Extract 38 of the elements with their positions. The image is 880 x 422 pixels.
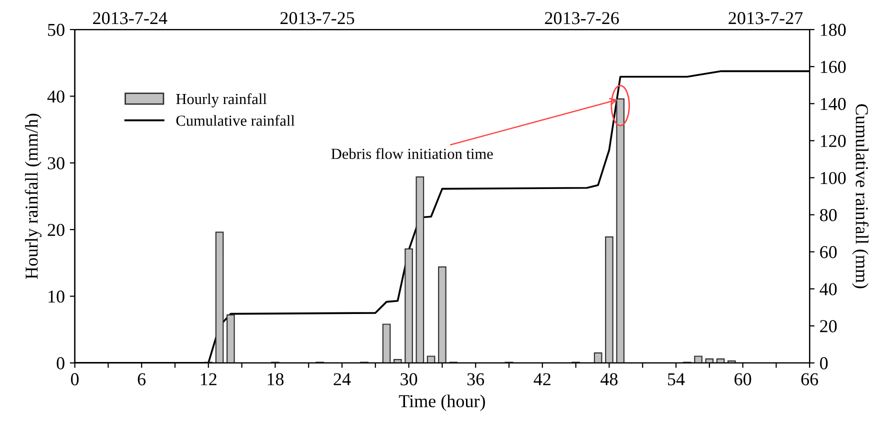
y2-tick-label: 120 — [820, 134, 846, 148]
y2-tick-label: 140 — [820, 98, 846, 110]
y-tick-label: 30 — [48, 157, 64, 170]
y-axis-title: Hourly rainfall (mm/h) — [24, 114, 42, 279]
y2-tick-label: 100 — [820, 172, 846, 184]
y2-tick-label: 180 — [820, 24, 846, 36]
x-tick-label: 18 — [268, 373, 284, 386]
x-tick-label: 0 — [70, 373, 79, 386]
annotation: Debris flow initiation time — [331, 148, 493, 160]
text: 2013-7-27 — [728, 12, 803, 24]
y2-tick-label: 20 — [820, 320, 837, 332]
text: 2013-7-24 — [93, 12, 168, 24]
x-tick-label: 60 — [734, 373, 752, 386]
y-tick-label: 50 — [48, 24, 64, 36]
text: 2013-7-25 — [280, 12, 354, 24]
legend-label: Cumulative rainfall — [176, 114, 295, 126]
y-tick-label: 0 — [56, 357, 64, 370]
x-tick-label: 12 — [200, 373, 216, 386]
legend-label: Hourly rainfall — [176, 93, 267, 108]
x-axis-title: Time (hour) — [398, 394, 485, 411]
x-tick-label: 42 — [534, 373, 550, 386]
y2-tick-label: 80 — [820, 209, 837, 222]
y-tick-label: 20 — [48, 224, 64, 236]
x-tick-label: 66 — [801, 373, 818, 386]
x-tick-label: 54 — [668, 373, 685, 386]
x-tick-label: 30 — [400, 373, 418, 386]
text: 2013-7-26 — [544, 12, 619, 24]
y2-tick-label: 160 — [820, 60, 846, 74]
y2-tick-label: 40 — [820, 283, 837, 296]
y2-tick-label: 60 — [820, 246, 837, 258]
x-tick-label: 36 — [467, 373, 484, 386]
x-tick-label: 24 — [334, 373, 351, 386]
y-tick-label: 10 — [48, 290, 64, 303]
y2-tick-label: 0 — [820, 357, 828, 370]
y2-axis-title: Cumulative rainfall (mm) — [852, 104, 869, 288]
x-tick-label: 48 — [600, 373, 618, 386]
y-tick-label: 40 — [47, 90, 64, 103]
x-tick-label: 6 — [138, 373, 146, 386]
